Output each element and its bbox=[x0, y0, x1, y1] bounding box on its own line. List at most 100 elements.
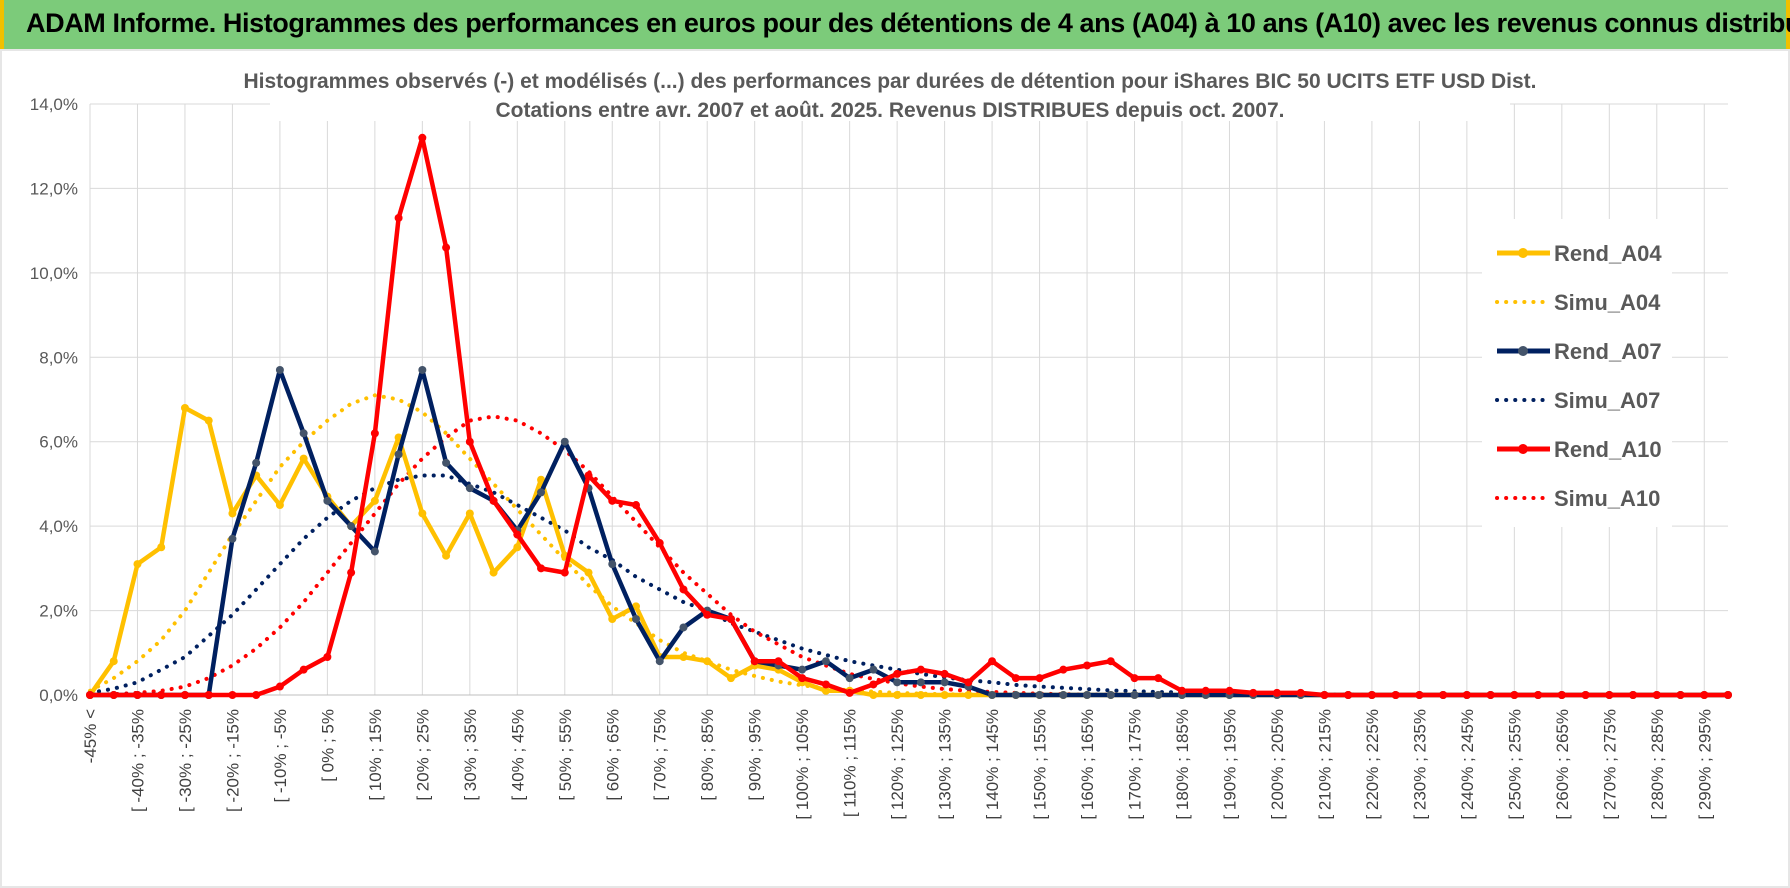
x-tick-label: [ 240% ; 245% bbox=[1458, 709, 1477, 820]
data-point bbox=[228, 509, 237, 518]
data-point bbox=[418, 133, 427, 142]
data-point bbox=[1344, 691, 1353, 699]
x-tick-label: [ -20% ; -15% bbox=[223, 709, 242, 812]
chart-title-block: Histogrammes observés (-) et modélisés (… bbox=[244, 67, 1537, 122]
grid-lines bbox=[89, 103, 1728, 696]
data-point bbox=[1059, 665, 1068, 674]
x-tick-label: [ 290% ; 295% bbox=[1695, 709, 1714, 820]
data-point bbox=[750, 657, 759, 666]
data-point bbox=[798, 665, 807, 674]
x-tick-label: [ -10% ; -5% bbox=[271, 709, 290, 803]
data-point bbox=[299, 454, 308, 463]
data-point bbox=[204, 691, 213, 699]
data-point bbox=[537, 475, 546, 484]
legend-box bbox=[1482, 219, 1672, 527]
legend-label: Rend_A04 bbox=[1554, 241, 1662, 266]
data-point bbox=[893, 691, 902, 699]
data-point bbox=[1154, 674, 1163, 683]
data-point bbox=[228, 534, 237, 543]
data-point bbox=[869, 665, 878, 674]
y-tick-label: 4,0% bbox=[39, 517, 78, 536]
data-point bbox=[109, 657, 118, 666]
x-tick-label: [ 30% ; 35% bbox=[461, 709, 480, 801]
data-point bbox=[323, 496, 332, 505]
x-tick-label: [ 220% ; 225% bbox=[1363, 709, 1382, 820]
x-tick-label: [ -30% ; -25% bbox=[176, 709, 195, 812]
x-tick-label: [ 70% ; 75% bbox=[651, 709, 670, 801]
data-point bbox=[940, 669, 949, 678]
data-point bbox=[1534, 691, 1543, 699]
y-axis-ticks: 0,0% 2,0% 4,0% 6,0% 8,0% 10,0% 12,0% 14,0% bbox=[30, 95, 78, 705]
x-tick-label: [ 190% ; 195% bbox=[1220, 709, 1239, 820]
data-point bbox=[1605, 691, 1614, 699]
y-tick-label: 12,0% bbox=[30, 179, 78, 198]
data-point bbox=[845, 674, 854, 683]
data-point bbox=[964, 678, 973, 687]
data-point bbox=[465, 437, 474, 446]
data-point bbox=[133, 691, 142, 699]
data-point bbox=[1178, 686, 1186, 695]
data-point bbox=[632, 501, 640, 510]
data-point bbox=[1439, 691, 1448, 699]
legend-marker bbox=[1518, 248, 1528, 258]
legend-marker bbox=[1518, 444, 1528, 454]
data-point bbox=[988, 657, 997, 666]
line-chart: 0,0% 2,0% 4,0% 6,0% 8,0% 10,0% 12,0% 14,0% -45%… bbox=[30, 67, 1732, 820]
data-point bbox=[299, 429, 308, 438]
x-tick-label: -45% < bbox=[81, 709, 100, 763]
page-title: ADAM Informe. Histogrammes des performan… bbox=[26, 8, 1790, 38]
data-point bbox=[513, 543, 522, 552]
data-point bbox=[1629, 691, 1638, 699]
data-point bbox=[679, 623, 688, 632]
data-point bbox=[821, 686, 830, 695]
data-point bbox=[204, 416, 213, 425]
data-point bbox=[537, 488, 546, 497]
data-point bbox=[1272, 688, 1281, 697]
data-point bbox=[1296, 688, 1305, 697]
data-point bbox=[1059, 691, 1068, 699]
data-point bbox=[560, 568, 569, 577]
x-tick-label: [ 10% ; 15% bbox=[366, 709, 385, 801]
data-point bbox=[726, 615, 735, 624]
x-tick-label: [ 260% ; 265% bbox=[1553, 709, 1572, 820]
data-point bbox=[1652, 691, 1661, 699]
data-point bbox=[323, 653, 332, 662]
chart-title: Histogrammes observés (-) et modélisés (… bbox=[244, 70, 1537, 93]
y-tick-label: 8,0% bbox=[39, 348, 78, 367]
x-tick-label: [ 110% ; 115% bbox=[841, 709, 860, 817]
legend-label: Simu_A10 bbox=[1554, 486, 1660, 511]
data-point bbox=[1201, 686, 1210, 695]
x-tick-label: [ 100% ; 105% bbox=[793, 709, 812, 820]
chart-area: 0,0% 2,0% 4,0% 6,0% 8,0% 10,0% 12,0% 14,0% -45%… bbox=[0, 49, 1790, 888]
data-point bbox=[869, 691, 878, 699]
data-point bbox=[608, 615, 617, 624]
data-point bbox=[1249, 688, 1258, 697]
data-point bbox=[1415, 691, 1424, 699]
data-point bbox=[1391, 691, 1400, 699]
x-tick-label: [ 20% ; 25% bbox=[413, 709, 432, 801]
data-point bbox=[726, 674, 735, 683]
data-point bbox=[275, 365, 284, 374]
data-point bbox=[1320, 691, 1329, 699]
x-tick-label: [ 140% ; 145% bbox=[983, 709, 1002, 820]
legend-label: Simu_A07 bbox=[1554, 388, 1660, 413]
data-point bbox=[1130, 691, 1139, 699]
data-point bbox=[513, 530, 522, 539]
y-tick-label: 2,0% bbox=[39, 602, 78, 621]
legend: Rend_A04 Simu_A04 Rend_A07 Simu_A07 Rend_A10… bbox=[1482, 219, 1672, 527]
data-point bbox=[1724, 691, 1732, 699]
data-point bbox=[655, 539, 664, 548]
legend-label: Simu_A04 bbox=[1554, 290, 1661, 315]
data-point bbox=[821, 680, 830, 689]
x-axis-ticks: -45% < [ -40% ; -35% [ -30% ; -25% [ -20% ;… bbox=[81, 709, 1714, 820]
data-point bbox=[916, 691, 925, 699]
data-point bbox=[133, 560, 142, 569]
data-point bbox=[655, 657, 664, 666]
data-point bbox=[1011, 691, 1020, 699]
data-point bbox=[1225, 686, 1234, 695]
data-point bbox=[442, 458, 451, 467]
data-point bbox=[370, 496, 379, 505]
data-point bbox=[86, 691, 94, 699]
data-point bbox=[180, 403, 189, 412]
data-point bbox=[252, 458, 261, 467]
